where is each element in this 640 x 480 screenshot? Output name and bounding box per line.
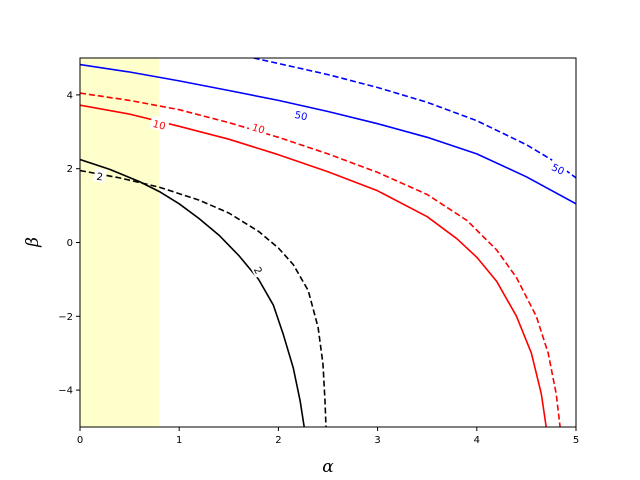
contour-label-text: 50 [294,110,309,123]
contour-label-text: 10 [250,122,266,136]
x-tick-label: 5 [573,435,579,446]
contour-line-3-solid [80,104,547,427]
x-tick-label: 3 [374,435,380,446]
contour-label-text: 10 [151,119,166,133]
x-tick-label: 4 [474,435,480,446]
x-tick-label: 0 [77,435,83,446]
contour-line-2-dashed [80,169,327,427]
y-tick-label: 2 [67,164,73,175]
x-tick-label: 1 [176,435,182,446]
y-tick-label: 4 [67,90,73,101]
x-axis-label: α [322,457,334,477]
axes: 0 1 2 3 4 5 −4 −2 0 2 4 [58,57,579,446]
y-tick-label: −4 [58,386,73,397]
y-tick-label: −2 [58,312,73,323]
contour-label-text: 2 [251,265,264,276]
contour-line-5-solid [80,63,576,205]
contour-label-2: 2 [250,262,268,278]
contour-label-4: 10 [248,118,270,137]
plot-area [80,58,576,427]
y-tick-label: 0 [67,238,73,249]
contour-label-3: 10 [149,115,170,133]
contour-label-1: 2 [93,168,107,184]
contour-label-6: 50 [547,158,570,178]
contour-label-text: 50 [549,162,565,177]
y-axis-label: β [23,237,43,248]
contour-label-5: 50 [291,106,312,123]
contour-line-6-dashed [253,58,576,179]
contour-line-4-dashed [80,92,561,427]
contour-label-text: 2 [96,172,104,184]
shaded-region [80,58,160,427]
contour-labels: 2 2 10 10 50 50 [93,106,570,278]
x-tick-label: 2 [275,435,281,446]
